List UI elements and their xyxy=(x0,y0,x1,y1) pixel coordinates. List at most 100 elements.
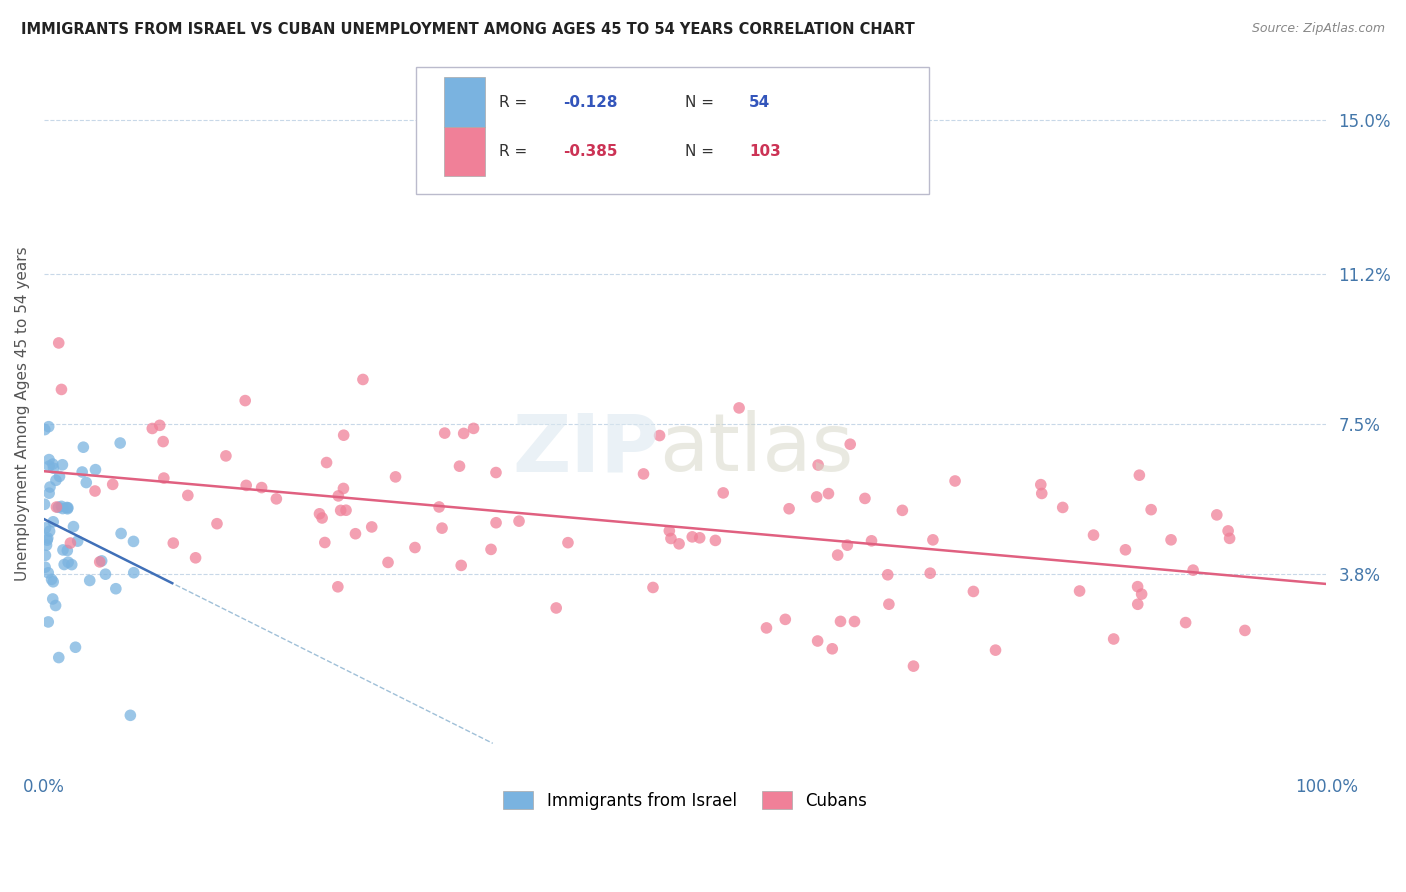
Point xyxy=(922,533,945,547)
Point xyxy=(75,475,97,490)
Point xyxy=(35,538,58,552)
Point xyxy=(34,497,56,511)
Point xyxy=(546,601,568,615)
Point xyxy=(877,597,900,611)
Text: N =: N = xyxy=(685,95,714,110)
Point xyxy=(853,491,876,506)
Text: ZIP: ZIP xyxy=(512,410,659,488)
Point xyxy=(62,519,84,533)
Point xyxy=(122,566,145,580)
Point xyxy=(45,500,67,514)
Text: R =: R = xyxy=(499,145,527,159)
Point xyxy=(42,461,65,475)
Point xyxy=(110,526,132,541)
Point xyxy=(52,501,75,516)
Point xyxy=(94,567,117,582)
Point xyxy=(755,621,778,635)
Point xyxy=(122,534,145,549)
Bar xyxy=(444,78,485,127)
Point xyxy=(807,458,830,472)
Point xyxy=(827,548,849,562)
Point xyxy=(1029,477,1052,491)
Point xyxy=(485,516,508,530)
Point xyxy=(681,530,703,544)
Point xyxy=(641,581,664,595)
Point xyxy=(648,428,671,442)
Point xyxy=(508,514,530,528)
Point xyxy=(1140,502,1163,516)
Point xyxy=(1216,524,1239,538)
Point xyxy=(1174,615,1197,630)
Point xyxy=(233,393,256,408)
Point xyxy=(315,456,337,470)
Point xyxy=(56,500,79,515)
Point xyxy=(1114,542,1136,557)
Point xyxy=(215,449,238,463)
Point xyxy=(84,463,107,477)
Point xyxy=(34,521,56,535)
Legend: Immigrants from Israel, Cubans: Immigrants from Israel, Cubans xyxy=(496,785,873,816)
Point xyxy=(658,524,681,538)
Point xyxy=(104,582,127,596)
Point xyxy=(1205,508,1227,522)
Point xyxy=(184,550,207,565)
Point xyxy=(433,426,456,441)
Point xyxy=(1130,587,1153,601)
Point xyxy=(56,501,79,516)
Point xyxy=(711,486,734,500)
Point xyxy=(830,615,852,629)
Point xyxy=(1031,486,1053,500)
Point xyxy=(557,535,579,549)
Point xyxy=(153,471,176,485)
Point xyxy=(34,549,56,563)
Point xyxy=(984,643,1007,657)
Point xyxy=(384,470,406,484)
Text: 103: 103 xyxy=(749,145,782,159)
Point xyxy=(70,465,93,479)
Point xyxy=(45,473,67,487)
Point xyxy=(659,532,682,546)
Point xyxy=(668,537,690,551)
Point xyxy=(108,436,131,450)
Point xyxy=(235,478,257,492)
Point xyxy=(149,418,172,433)
Text: Source: ZipAtlas.com: Source: ZipAtlas.com xyxy=(1251,22,1385,36)
Point xyxy=(1160,533,1182,547)
Point xyxy=(162,536,184,550)
Point xyxy=(56,500,79,515)
Point xyxy=(51,458,73,472)
Point xyxy=(329,503,352,517)
Point xyxy=(48,500,70,515)
Point xyxy=(79,574,101,588)
Point xyxy=(876,567,898,582)
Point xyxy=(37,566,59,580)
Point xyxy=(37,533,59,548)
Text: -0.385: -0.385 xyxy=(564,145,617,159)
Point xyxy=(326,580,349,594)
Point xyxy=(778,501,800,516)
Point xyxy=(41,457,63,471)
Point xyxy=(56,543,79,558)
Point xyxy=(308,507,330,521)
Point xyxy=(1219,532,1241,546)
Point xyxy=(817,486,839,500)
Point xyxy=(332,428,354,442)
Point xyxy=(56,555,79,569)
Y-axis label: Unemployment Among Ages 45 to 54 years: Unemployment Among Ages 45 to 54 years xyxy=(15,246,30,581)
Point xyxy=(377,556,399,570)
Point xyxy=(1069,584,1091,599)
Point xyxy=(59,536,82,550)
Point xyxy=(65,640,87,655)
Point xyxy=(704,533,727,548)
Point xyxy=(250,481,273,495)
Point xyxy=(38,452,60,467)
Point xyxy=(42,515,65,529)
Point xyxy=(360,520,382,534)
Point xyxy=(89,555,111,569)
Point xyxy=(34,423,56,437)
Point xyxy=(891,503,914,517)
Point xyxy=(45,599,67,613)
Point xyxy=(101,477,124,491)
FancyBboxPatch shape xyxy=(416,67,929,194)
Point xyxy=(821,641,844,656)
